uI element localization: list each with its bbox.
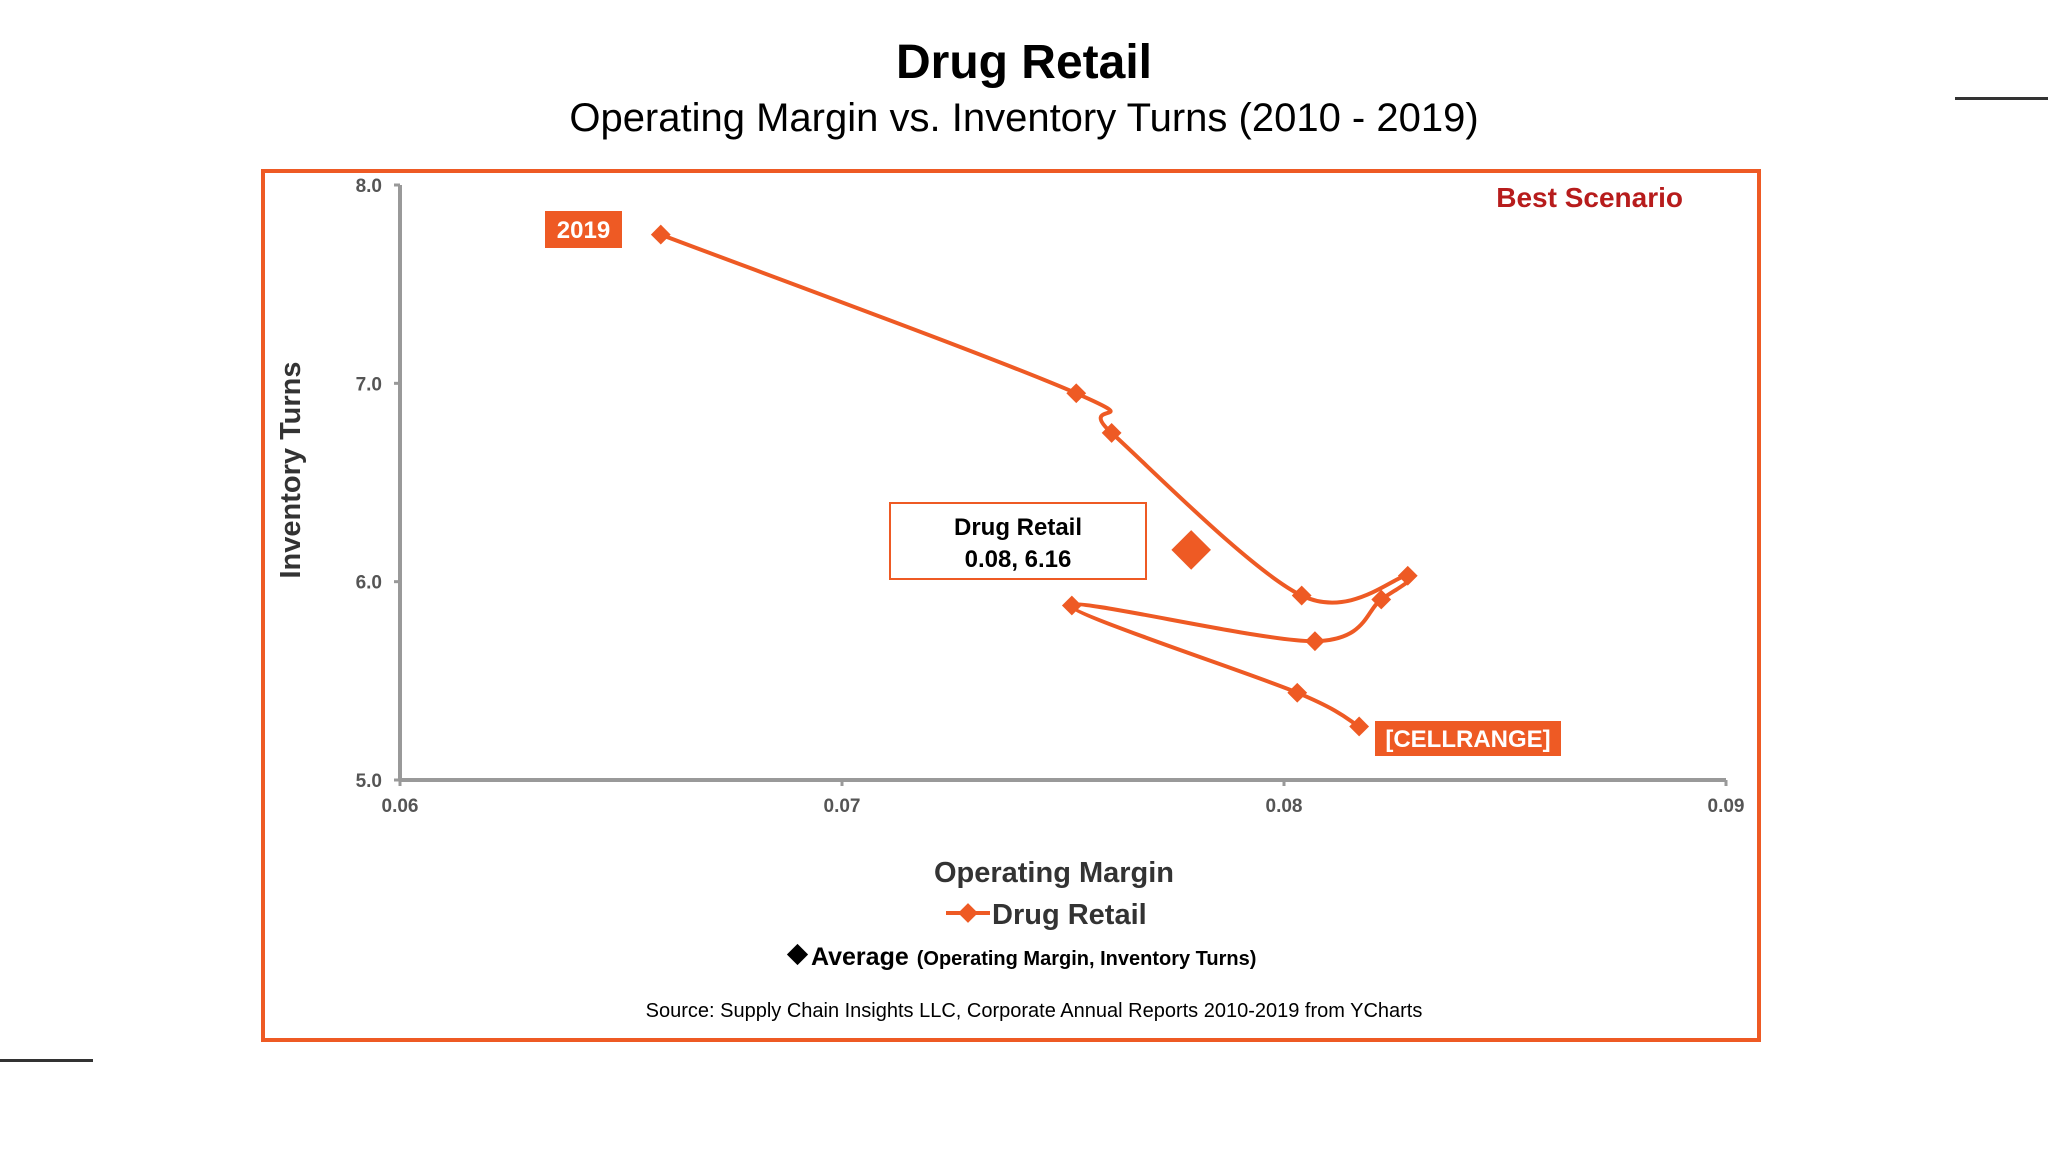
legend-average-marker <box>786 943 809 966</box>
legend-average-note: (Operating Margin, Inventory Turns) <box>917 948 1257 970</box>
best-scenario-label: Best Scenario <box>1496 182 1683 213</box>
x-tick-label: 0.06 <box>382 796 419 817</box>
series-line <box>660 232 1414 729</box>
chart-frame <box>261 169 1761 1042</box>
x-axis-title: Operating Margin <box>934 857 1174 889</box>
y-tick-label: 5.0 <box>356 771 382 792</box>
data-point <box>1305 631 1325 652</box>
y-axis-title: Inventory Turns <box>275 362 307 579</box>
x-tick-label: 0.09 <box>1708 796 1745 817</box>
legend-series-label: Drug Retail <box>992 899 1147 931</box>
average-callout-title: Drug Retail <box>954 514 1082 541</box>
data-point <box>1397 565 1418 586</box>
decorative-line-top <box>1955 97 2048 100</box>
legend-marker-swatch <box>958 903 978 923</box>
chart-title: Drug Retail <box>896 36 1152 89</box>
y-tick-label: 6.0 <box>356 573 382 594</box>
y-tick-label: 7.0 <box>356 374 382 395</box>
average-point <box>1171 530 1211 570</box>
label-cellrange: [CELLRANGE] <box>1385 726 1550 753</box>
average-callout-values: 0.08, 6.16 <box>965 546 1072 573</box>
chart-subtitle: Operating Margin vs. Inventory Turns (20… <box>569 96 1478 140</box>
axes: 5.0 6.0 7.0 8.0 0.06 0.07 0.08 0.09 <box>356 176 1745 817</box>
y-tick-label: 8.0 <box>356 176 382 197</box>
data-point <box>1066 383 1087 404</box>
label-cellrange-box <box>1375 721 1561 756</box>
data-point <box>1291 585 1312 606</box>
source-note: Source: Supply Chain Insights LLC, Corpo… <box>646 1000 1423 1022</box>
decorative-line-bottom <box>0 1059 93 1062</box>
data-point <box>1371 589 1392 610</box>
data-point <box>1287 682 1308 703</box>
average-callout-box <box>889 502 1147 580</box>
label-2019-box <box>545 211 622 248</box>
chart-marks <box>650 224 1418 737</box>
x-tick-label: 0.07 <box>824 796 861 817</box>
x-tick-label: 0.08 <box>1266 796 1303 817</box>
series-drug-retail <box>660 232 1414 729</box>
legend-average-text: Average (Operating Margin, Inventory Turn… <box>811 943 1256 971</box>
data-point <box>1101 423 1122 443</box>
label-2019: 2019 <box>557 217 610 244</box>
data-point <box>1061 595 1082 616</box>
data-point <box>1349 716 1370 737</box>
data-point <box>650 224 671 245</box>
legend-average-label: Average <box>811 943 909 971</box>
legend: Drug Retail Average (Operating Margin, In… <box>786 899 1256 971</box>
